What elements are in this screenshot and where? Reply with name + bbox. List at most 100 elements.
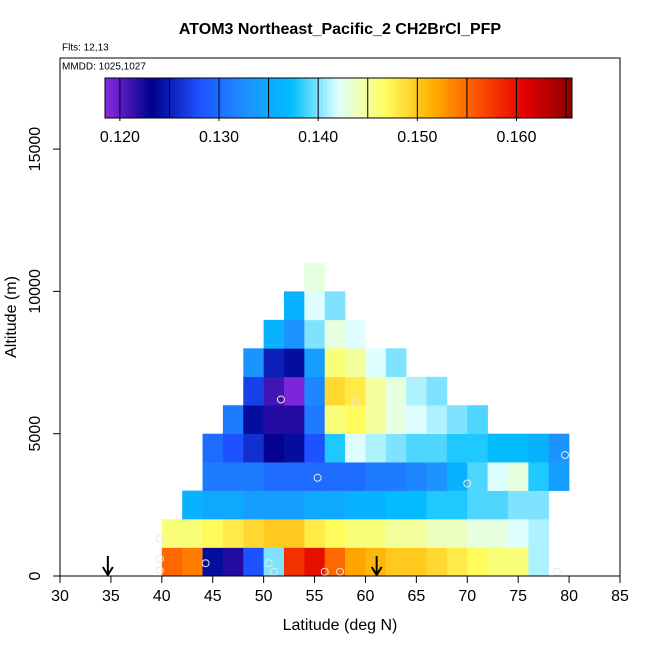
- heat-cell: [222, 490, 244, 520]
- colorbar-segment: [272, 78, 277, 118]
- colorbar-segment: [536, 78, 542, 118]
- heat-cell: [345, 433, 366, 463]
- colorbar-segment: [319, 78, 324, 118]
- colorbar-segment: [361, 78, 367, 118]
- heat-cell: [243, 547, 264, 577]
- heat-cell: [487, 433, 509, 463]
- colorbar-segment: [171, 78, 176, 118]
- x-tick-label: 85: [611, 588, 629, 605]
- colorbar-segment: [147, 78, 153, 118]
- heat-cell: [385, 376, 407, 406]
- colorbar-segment: [221, 78, 227, 118]
- colorbar-segment: [544, 78, 550, 118]
- heat-cell: [406, 433, 427, 463]
- heat-cell: [365, 462, 387, 491]
- heat-cell: [528, 433, 550, 463]
- observation-point: [552, 567, 561, 576]
- colorbar-segment: [108, 78, 114, 118]
- heat-cell: [263, 348, 285, 378]
- colorbar-segment: [486, 78, 491, 118]
- colorbar-segment: [225, 78, 230, 118]
- heat-cell: [202, 490, 224, 520]
- colorbar-segment: [105, 78, 110, 118]
- heat-cell: [304, 519, 326, 548]
- heat-cell: [304, 291, 326, 321]
- heat-cell: [243, 405, 264, 434]
- colorbar-segment: [182, 78, 188, 118]
- colorbar-segment: [237, 78, 242, 118]
- heat-cell: [365, 405, 387, 434]
- colorbar-segment: [229, 78, 234, 118]
- heat-cell: [202, 462, 224, 491]
- heat-cell: [426, 547, 448, 577]
- colorbar-segment: [346, 78, 351, 118]
- colorbar-segment: [552, 78, 557, 118]
- colorbar-segment: [217, 78, 223, 118]
- y-tick-label: 5000: [27, 416, 44, 452]
- colorbar-segment: [490, 78, 495, 118]
- colorbar-segment: [501, 78, 507, 118]
- colorbar-tick-label: 0.160: [496, 129, 536, 146]
- heat-cell: [365, 433, 387, 463]
- arrow: [102, 556, 114, 577]
- heat-cell: [446, 462, 468, 491]
- observation-point: [336, 567, 344, 576]
- colorbar-segment: [143, 78, 149, 118]
- heat-cell: [467, 490, 488, 520]
- colorbar-segment: [470, 78, 476, 118]
- heat-cell: [263, 519, 285, 548]
- heat-cell: [284, 291, 305, 321]
- observation-point: [463, 479, 472, 488]
- heat-cell: [263, 462, 285, 491]
- heat-cell: [284, 547, 305, 577]
- heat-cell: [467, 405, 488, 434]
- heat-cell: [446, 433, 468, 463]
- colorbar-segment: [264, 78, 269, 118]
- colorbar-segment: [392, 78, 398, 118]
- colorbar-segment: [163, 78, 168, 118]
- heat-cell: [284, 462, 305, 491]
- colorbar-segment: [276, 78, 281, 118]
- colorbar-segment: [482, 78, 487, 118]
- heat-cell: [406, 376, 427, 406]
- heat-cell: [284, 433, 305, 463]
- heat-cell: [243, 376, 264, 406]
- heat-cell: [487, 519, 509, 548]
- heat-cell: [467, 519, 488, 548]
- heat-cell: [284, 405, 305, 434]
- heat-cell: [243, 348, 264, 378]
- colorbar-segment: [291, 78, 297, 118]
- colorbar-segment: [132, 78, 137, 118]
- heat-cell: [243, 519, 264, 548]
- colorbar-segment: [478, 78, 483, 118]
- colorbar-segment: [424, 78, 429, 118]
- colorbar-segment: [303, 78, 308, 118]
- colorbar-segment: [112, 78, 118, 118]
- observation-point: [264, 559, 273, 568]
- heat-cell: [385, 433, 407, 463]
- colorbar-segment: [412, 78, 417, 118]
- heat-cell: [528, 490, 550, 520]
- heat-cell: [284, 519, 305, 548]
- colorbar-segment: [517, 78, 522, 118]
- plot-frame: [59, 57, 621, 577]
- heat-cell: [202, 547, 224, 577]
- colorbar-segment: [299, 78, 304, 118]
- x-tick-label: 80: [560, 588, 578, 605]
- heat-cell: [263, 490, 285, 520]
- colorbar-segment: [459, 78, 464, 118]
- colorbar-segment: [252, 78, 258, 118]
- observation-point: [313, 473, 322, 482]
- colorbar-segment: [136, 78, 141, 118]
- heat-cell: [284, 490, 305, 520]
- colorbar-segment: [389, 78, 394, 118]
- heat-cell: [161, 519, 183, 548]
- heat-cell: [324, 319, 346, 349]
- heat-cell: [222, 547, 244, 577]
- colorbar-segment: [525, 78, 530, 118]
- heat-cell: [548, 462, 570, 491]
- colorbar-segment: [120, 78, 125, 118]
- colorbar-segment: [206, 78, 211, 118]
- colorbar-segment: [326, 78, 332, 118]
- heat-cell: [324, 433, 346, 463]
